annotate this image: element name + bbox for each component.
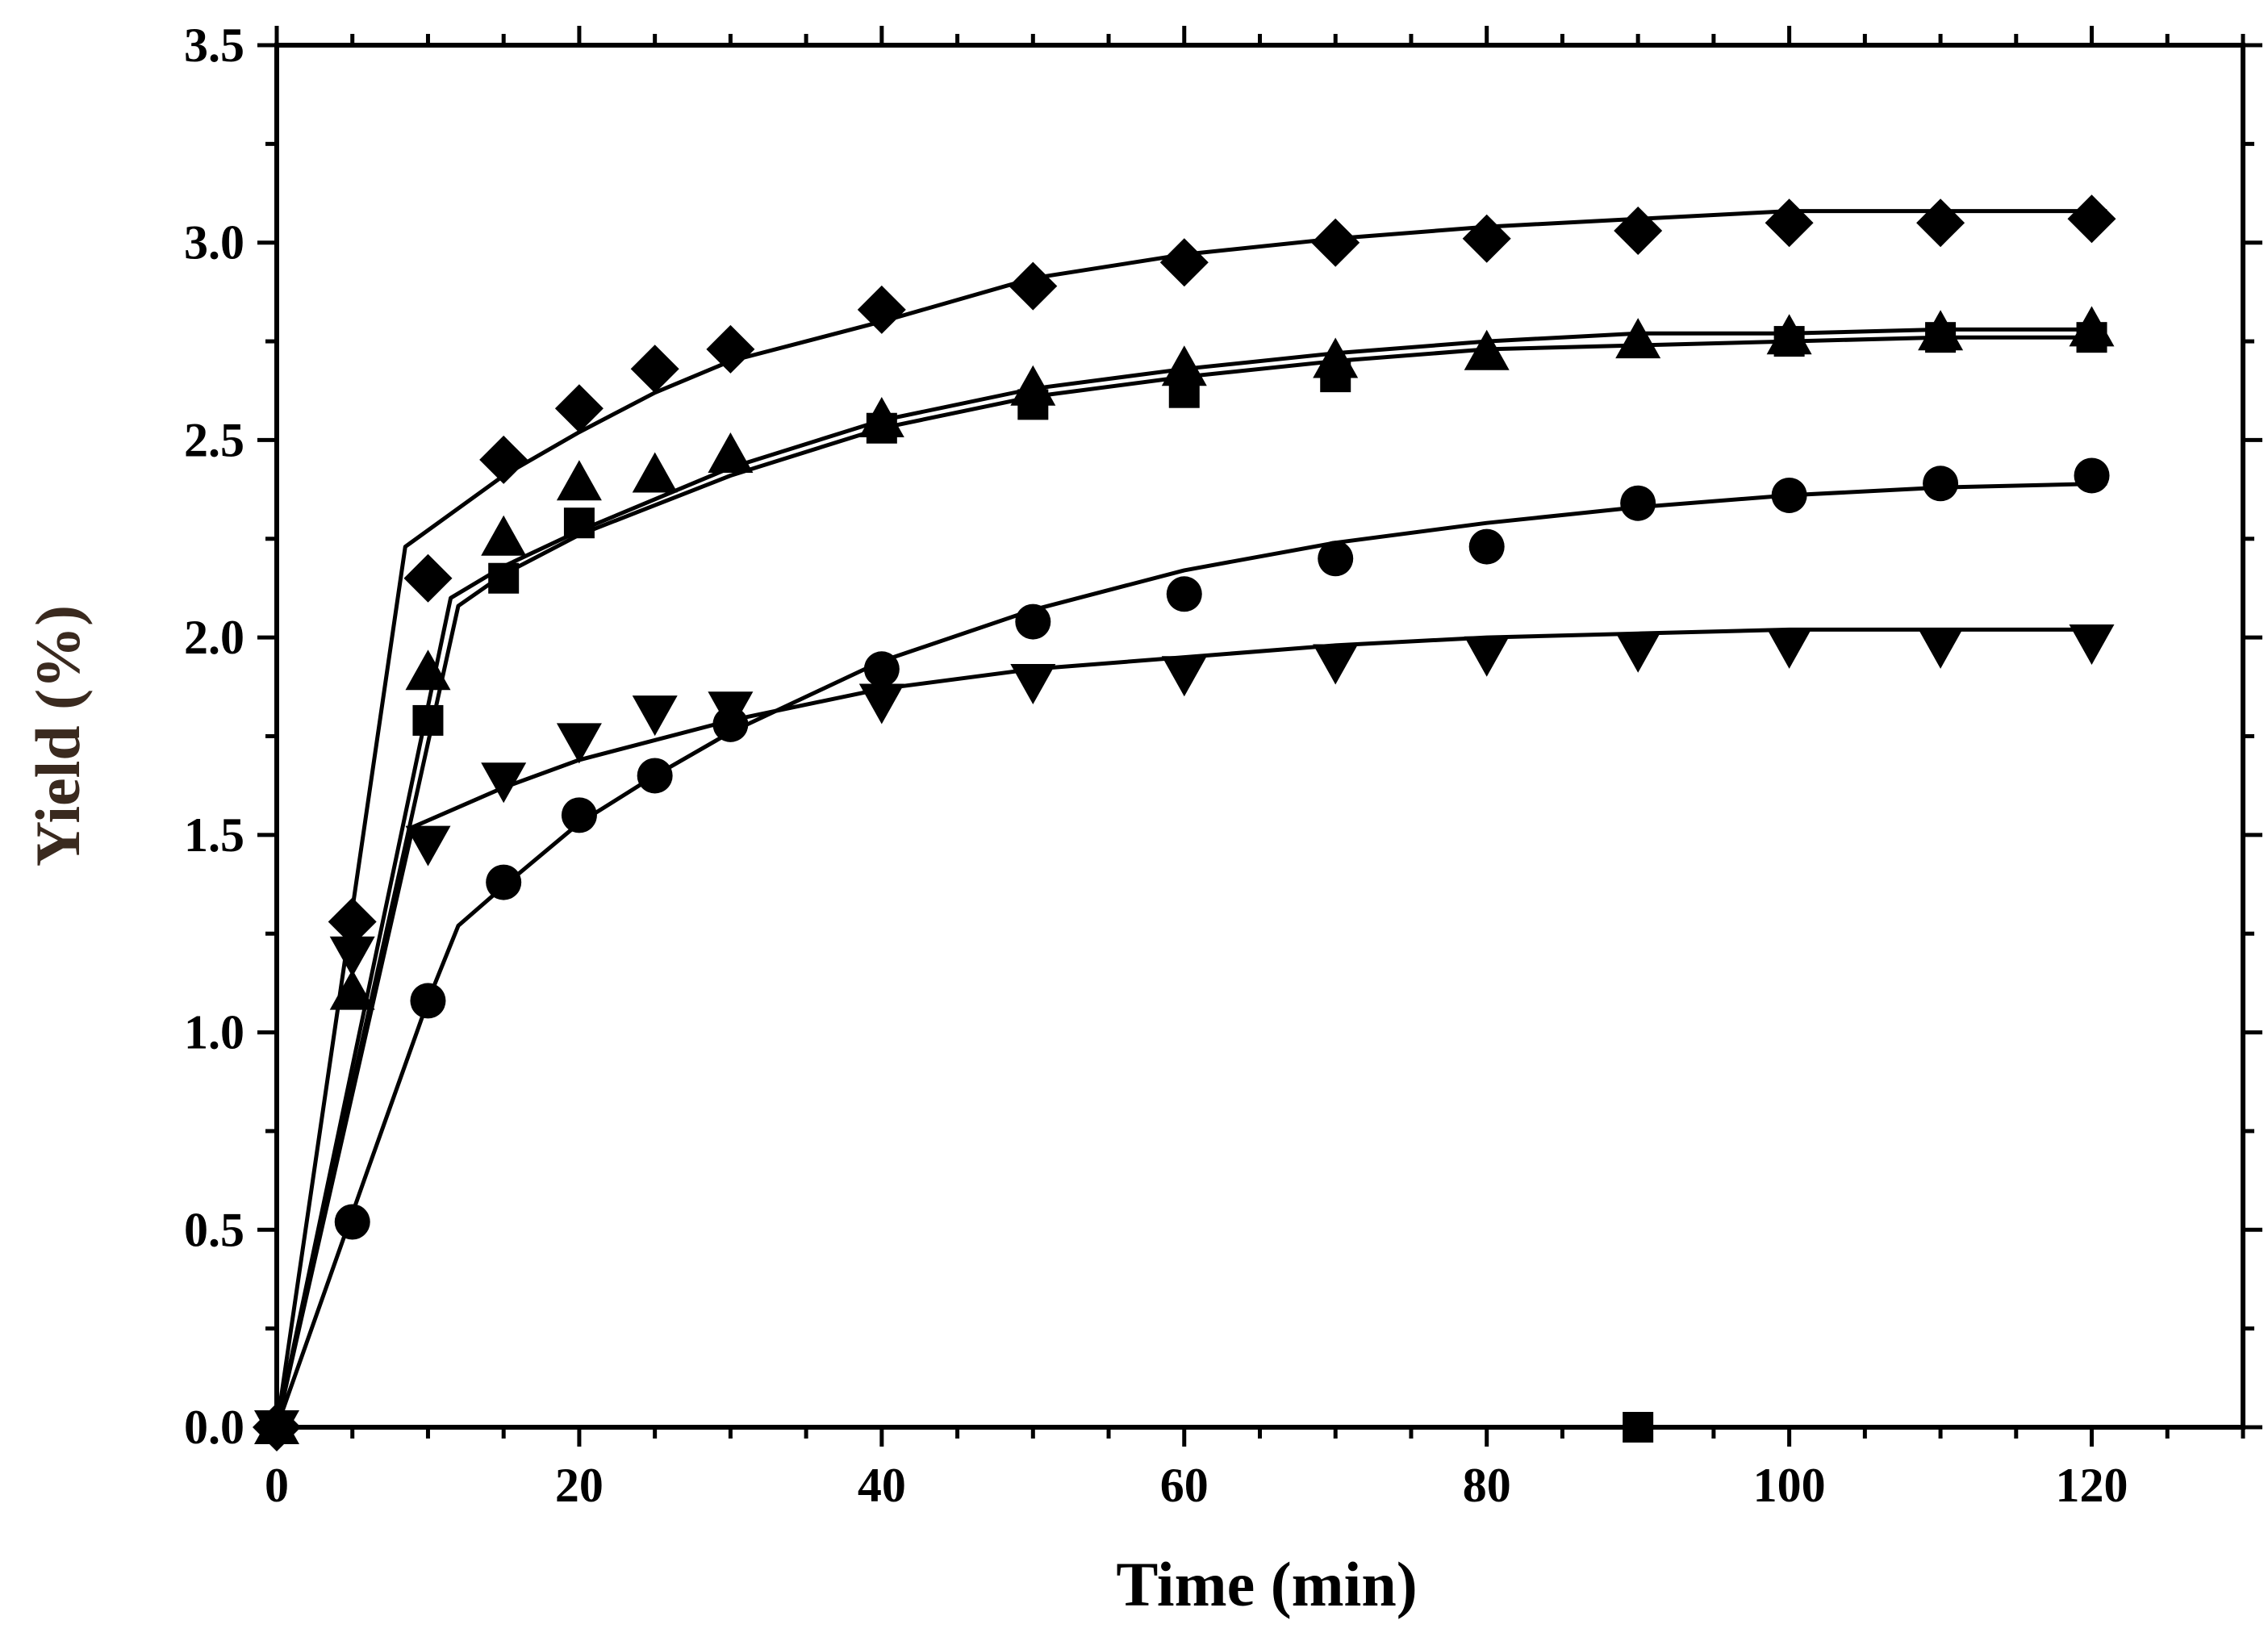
data-point-triangle-down xyxy=(2069,624,2115,665)
data-point-square xyxy=(563,507,595,539)
data-point-diamond xyxy=(706,324,755,374)
data-point-triangle-down xyxy=(1615,632,1661,673)
data-point-triangle-up xyxy=(1464,329,1510,370)
data-point-triangle-down xyxy=(1464,636,1510,677)
data-point-triangle-down xyxy=(556,723,602,764)
data-point-triangle-up xyxy=(1161,345,1207,386)
data-markers xyxy=(253,194,2116,1451)
data-point-circle xyxy=(1923,466,1959,502)
data-point-circle xyxy=(410,983,446,1019)
data-point-triangle-up xyxy=(556,460,602,501)
x-tick-label: 80 xyxy=(1463,1459,1511,1512)
data-point-diamond xyxy=(1765,198,1814,248)
data-point-triangle-down xyxy=(858,683,904,725)
data-point-circle xyxy=(1318,541,1354,577)
y-tick-label: 3.0 xyxy=(184,216,244,269)
data-point-circle xyxy=(1015,603,1051,640)
data-point-circle xyxy=(637,758,673,794)
data-point-triangle-down xyxy=(632,695,678,737)
x-tick-label: 20 xyxy=(555,1459,604,1512)
data-point-diamond xyxy=(2067,194,2116,244)
data-point-circle xyxy=(1620,485,1656,521)
data-point-triangle-down xyxy=(1766,628,1812,669)
x-tick-label: 60 xyxy=(1160,1459,1209,1512)
data-point-diamond xyxy=(1311,218,1360,267)
data-point-square xyxy=(412,704,444,736)
data-point-square xyxy=(488,562,520,594)
fit-line-square xyxy=(274,335,2107,1428)
data-point-diamond xyxy=(1462,214,1511,263)
data-point-square xyxy=(1320,361,1351,393)
data-point-diamond xyxy=(1614,207,1663,255)
data-point-diamond xyxy=(630,345,679,394)
y-tick-label: 2.5 xyxy=(184,413,244,466)
data-point-triangle-down xyxy=(1313,644,1359,685)
x-tick-label: 40 xyxy=(858,1459,906,1512)
fit-line-triangle-up xyxy=(274,327,2107,1428)
x-tick-label: 100 xyxy=(1753,1459,1826,1512)
data-point-triangle-down xyxy=(405,825,451,867)
x-tick-label: 120 xyxy=(2056,1459,2128,1512)
data-point-diamond xyxy=(1159,238,1209,287)
data-point-triangle-up xyxy=(632,452,678,493)
data-point-diamond xyxy=(857,285,906,334)
data-point-circle xyxy=(486,864,522,900)
data-point-diamond xyxy=(1009,261,1058,311)
data-point-circle xyxy=(1166,576,1202,612)
fit-line-triangle-down xyxy=(274,627,2107,1428)
data-point-triangle-down xyxy=(1161,656,1207,697)
y-tick-label: 0.0 xyxy=(184,1401,244,1454)
data-point-diamond xyxy=(328,897,377,946)
data-point-circle xyxy=(2074,457,2110,494)
data-point-triangle-up xyxy=(708,432,754,473)
fit-line-circle xyxy=(274,481,2107,1428)
data-point-square xyxy=(1017,389,1049,420)
data-point-square xyxy=(1925,322,1957,353)
data-point-triangle-up xyxy=(1615,318,1661,359)
data-point-diamond xyxy=(403,553,453,603)
x-tick-label: 0 xyxy=(265,1459,289,1512)
data-point-triangle-down xyxy=(708,691,754,733)
data-point-square xyxy=(866,412,897,444)
data-point-diamond xyxy=(1916,198,1965,248)
data-point-diamond xyxy=(479,435,528,484)
data-point-triangle-up xyxy=(405,649,451,691)
data-point-circle xyxy=(334,1204,370,1240)
data-point-circle xyxy=(863,651,900,687)
y-tick-label: 1.0 xyxy=(184,1006,244,1059)
data-point-square xyxy=(2076,322,2107,353)
y-tick-label: 1.5 xyxy=(184,808,244,862)
y-tick-label: 3.5 xyxy=(184,19,244,72)
x-axis-title: Time (min) xyxy=(1116,1549,1417,1619)
data-point-triangle-down xyxy=(481,762,527,804)
data-point-triangle-down xyxy=(1010,664,1056,704)
axis-ticks: 0 20 40 60 80 100 120 0.0 0.5 1.0 1.5 2.0 2.5 3.0 3.5 xyxy=(184,19,2262,1512)
y-tick-label: 2.0 xyxy=(184,611,244,664)
data-point-square xyxy=(1168,377,1200,408)
data-point-triangle-up xyxy=(329,969,375,1010)
data-point-square xyxy=(1773,326,1805,357)
y-axis-title: Yield (%) xyxy=(23,605,93,867)
y-tick-label: 0.5 xyxy=(184,1203,244,1256)
data-point-circle xyxy=(561,797,597,833)
data-point-triangle-up xyxy=(481,515,527,556)
data-point-diamond xyxy=(554,384,604,433)
data-point-triangle-down xyxy=(1918,628,1964,669)
data-point-triangle-down xyxy=(329,936,375,977)
data-point-circle xyxy=(1771,477,1807,513)
data-point-circle xyxy=(1468,528,1505,565)
